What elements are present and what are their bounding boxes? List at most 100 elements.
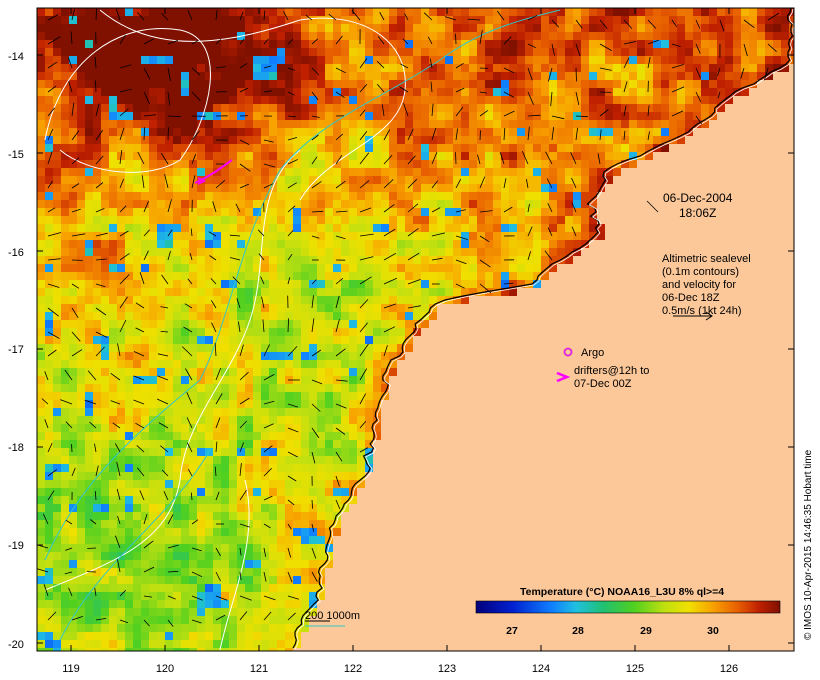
sst-pixel [229, 80, 237, 88]
sst-pixel [661, 112, 669, 120]
sst-pixel [125, 64, 133, 72]
sst-pixel [789, 48, 794, 56]
sst-pixel [253, 640, 261, 648]
sst-pixel [469, 16, 477, 24]
sst-pixel [61, 208, 69, 216]
sst-pixel [205, 248, 213, 256]
sst-pixel [341, 440, 349, 448]
sst-pixel [61, 72, 69, 80]
sst-pixel [317, 200, 325, 208]
sst-pixel [149, 648, 157, 651]
sst-pixel [701, 24, 709, 32]
sst-pixel [149, 272, 157, 280]
sst-pixel [181, 608, 189, 616]
sst-pixel [269, 312, 277, 320]
sst-pixel [37, 176, 45, 184]
sst-pixel [709, 72, 717, 80]
sst-pixel [469, 80, 477, 88]
sst-pixel [221, 24, 229, 32]
sst-pixel [229, 56, 237, 64]
sst-pixel [269, 344, 277, 352]
sst-pixel [61, 40, 69, 48]
sst-pixel [53, 232, 61, 240]
sst-pixel [229, 432, 237, 440]
sst-pixel [613, 136, 621, 144]
sst-pixel [413, 128, 421, 136]
sst-pixel [517, 272, 525, 280]
velocity-arrow [47, 128, 54, 141]
sst-pixel [637, 32, 645, 40]
sst-pixel [85, 112, 93, 120]
sst-pixel [725, 48, 733, 56]
sst-pixel [333, 528, 341, 536]
sst-pixel [565, 8, 573, 16]
sst-pixel [589, 232, 597, 240]
sst-pixel [141, 600, 149, 608]
sst-pixel [53, 80, 61, 88]
sst-pixel [77, 216, 85, 224]
sst-pixel [397, 128, 405, 136]
sst-pixel [557, 152, 565, 160]
sst-pixel [125, 320, 133, 328]
sst-pixel [253, 408, 261, 416]
sst-pixel [77, 336, 85, 344]
sst-pixel [173, 384, 181, 392]
sst-pixel [117, 32, 125, 40]
sst-pixel [237, 248, 245, 256]
sst-pixel [37, 104, 45, 112]
sst-pixel [333, 384, 341, 392]
sst-pixel [269, 400, 277, 408]
sst-pixel [421, 24, 429, 32]
sst-pixel [517, 160, 525, 168]
sst-pixel [557, 32, 565, 40]
sst-pixel [165, 168, 173, 176]
sst-pixel [133, 456, 141, 464]
sst-pixel [85, 152, 93, 160]
sst-pixel [61, 376, 69, 384]
sst-pixel [653, 16, 661, 24]
sst-pixel [269, 632, 277, 640]
sst-pixel [93, 440, 101, 448]
sst-pixel [157, 72, 165, 80]
sst-pixel [525, 152, 533, 160]
sst-pixel [165, 320, 173, 328]
velocity-arrow [47, 85, 57, 93]
sst-pixel [301, 256, 309, 264]
sst-pixel [301, 432, 309, 440]
sst-pixel [533, 56, 541, 64]
sst-pixel [181, 184, 189, 192]
sst-pixel [525, 56, 533, 64]
sst-pixel [93, 496, 101, 504]
sst-pixel [77, 424, 85, 432]
sst-pixel [357, 352, 365, 360]
sst-pixel [381, 8, 389, 16]
sst-pixel [717, 24, 725, 32]
sst-pixel [173, 392, 181, 400]
sst-pixel [221, 176, 229, 184]
sst-pixel [341, 376, 349, 384]
sst-pixel [133, 16, 141, 24]
velocity-arrow [359, 233, 374, 237]
sst-pixel [285, 384, 293, 392]
sst-pixel [245, 208, 253, 216]
sst-pixel [61, 200, 69, 208]
sst-pixel [133, 272, 141, 280]
velocity-arrow [167, 229, 173, 237]
sst-pixel [133, 88, 141, 96]
sst-pixel [293, 72, 301, 80]
velocity-arrow [479, 130, 481, 141]
sst-pixel [477, 160, 485, 168]
sst-pixel [277, 400, 285, 408]
sst-pixel [293, 104, 301, 112]
sst-pixel [61, 48, 69, 56]
sst-pixel [317, 264, 325, 272]
sst-pixel [357, 104, 365, 112]
sst-pixel [221, 152, 229, 160]
sst-pixel [285, 288, 293, 296]
sst-pixel [77, 328, 85, 336]
velocity-arrow [311, 115, 320, 118]
sst-pixel [557, 104, 565, 112]
sst-pixel [213, 168, 221, 176]
sst-pixel [397, 256, 405, 264]
sst-pixel [205, 136, 213, 144]
